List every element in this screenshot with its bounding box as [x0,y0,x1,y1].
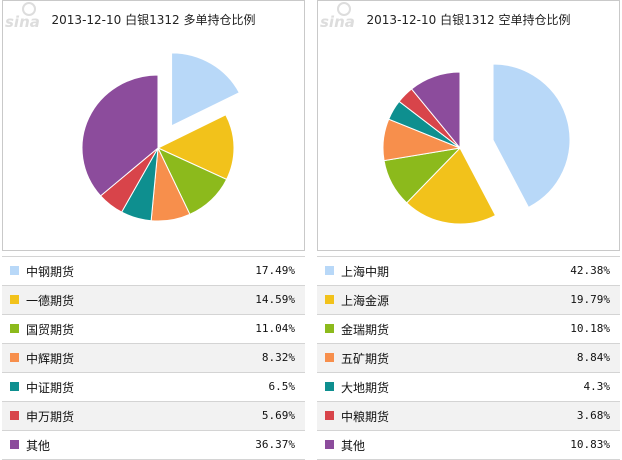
right-chart-panel: 2013-12-10 白银1312 空单持仓比例 sina 上海中期 42.38%… [317,0,620,460]
legend-label: 中辉期货 [26,352,75,366]
pie-slice-2 [405,147,497,225]
legend-value: 11.04% [255,322,295,335]
legend-value: 10.83% [570,438,610,451]
legend-value: 36.37% [255,438,295,451]
legend-row: 上海金源 19.79% [317,285,620,314]
legend-value: 8.32% [261,351,295,364]
pie-slice-2 [156,114,235,181]
legend-swatch [325,440,334,449]
pie-slice-7 [410,71,461,150]
legend-value: 6.5% [268,380,296,393]
svg-text:sina: sina [5,13,40,31]
left-chart-panel: 2013-12-10 白银1312 多单持仓比例 sina 中钢期货 17.49%… [2,0,305,460]
pie-slice-1 [171,52,240,127]
legend-swatch [10,440,19,449]
legend-value: 3.68% [576,409,610,422]
legend-swatch [325,266,334,275]
legend-label: 金瑞期货 [341,323,390,337]
legend-row: 其他 10.83% [317,430,620,460]
pie-slice-1 [492,63,571,209]
legend-row: 金瑞期货 10.18% [317,314,620,343]
legend-swatch [10,353,19,362]
left-legend: 中钢期货 17.49% 一德期货 14.59% 国贸期货 11.04% 中辉期货 8.3… [2,256,305,460]
legend-label: 其他 [341,439,366,453]
legend-value: 8.84% [576,351,610,364]
legend-row: 一德期货 14.59% [2,285,305,314]
legend-swatch [325,382,334,391]
svg-text:sina: sina [320,13,355,31]
legend-row: 五矿期货 8.84% [317,343,620,372]
pie-slice-7 [81,74,159,197]
legend-row: 中辉期货 8.32% [2,343,305,372]
right-pie-chart [382,63,571,225]
legend-swatch [10,382,19,391]
legend-row: 大地期货 4.3% [317,372,620,401]
legend-value: 4.3% [583,380,611,393]
legend-row: 国贸期货 11.04% [2,314,305,343]
legend-swatch [325,411,334,420]
legend-label: 申万期货 [26,410,75,424]
legend-label: 中粮期货 [341,410,390,424]
legend-row: 申万期货 5.69% [2,401,305,430]
legend-value: 17.49% [255,264,295,277]
legend-label: 一德期货 [26,294,75,308]
legend-value: 5.69% [261,409,295,422]
sina-logo: sina [5,2,40,31]
legend-row: 其他 36.37% [2,430,305,460]
legend-row: 中钢期货 17.49% [2,256,305,285]
legend-label: 上海金源 [341,294,390,308]
right-chart-area: 2013-12-10 白银1312 空单持仓比例 sina [317,0,620,251]
legend-value: 10.18% [570,322,610,335]
right-chart-title: 2013-12-10 白银1312 空单持仓比例 [366,13,571,27]
legend-swatch [325,295,334,304]
legend-swatch [10,295,19,304]
legend-swatch [10,266,19,275]
legend-row: 上海中期 42.38% [317,256,620,285]
legend-label: 五矿期货 [341,352,390,366]
legend-label: 中钢期货 [26,265,75,279]
legend-swatch [10,324,19,333]
legend-swatch [10,411,19,420]
legend-row: 中粮期货 3.68% [317,401,620,430]
left-chart-area: 2013-12-10 白银1312 多单持仓比例 sina [2,0,305,251]
left-chart-title: 2013-12-10 白银1312 多单持仓比例 [51,13,256,27]
right-legend: 上海中期 42.38% 上海金源 19.79% 金瑞期货 10.18% 五矿期货 8.8… [317,256,620,460]
legend-label: 中证期货 [26,381,75,395]
legend-label: 其他 [26,439,51,453]
sina-logo: sina [320,2,355,31]
legend-label: 国贸期货 [26,323,75,337]
legend-label: 大地期货 [341,381,390,395]
legend-swatch [325,324,334,333]
legend-value: 14.59% [255,293,295,306]
legend-value: 19.79% [570,293,610,306]
legend-value: 42.38% [570,264,610,277]
legend-swatch [325,353,334,362]
left-pie-chart [81,52,240,222]
legend-row: 中证期货 6.5% [2,372,305,401]
legend-label: 上海中期 [341,265,390,279]
